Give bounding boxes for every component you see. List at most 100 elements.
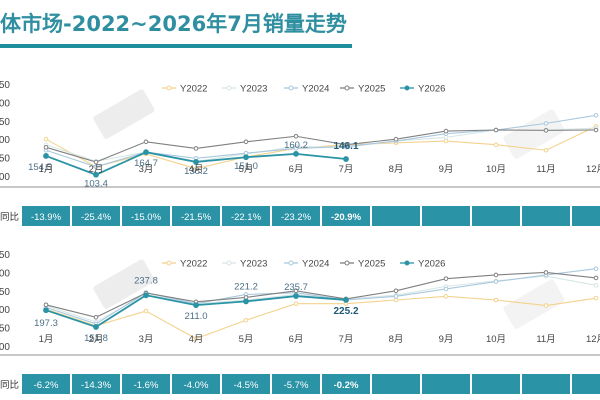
yoy-cell [572, 374, 600, 394]
yoy-value: -25.4% [81, 212, 112, 223]
x-category-label: 12月 [586, 164, 600, 175]
data-point-y2022 [543, 303, 549, 308]
data-label: 197.3 [34, 318, 58, 329]
yoy-value: -6.2% [34, 380, 59, 391]
y-tick-label: 100 [0, 172, 10, 183]
data-label: 235.7 [284, 282, 308, 293]
data-point-y2025 [443, 128, 449, 134]
series-line-y2025 [45, 129, 597, 163]
x-category-label: 7月 [339, 164, 354, 175]
x-category-label: 11月 [536, 164, 555, 175]
yoy-cell [222, 374, 270, 394]
x-category-label: 1月 [39, 334, 54, 345]
x-category-label: 4月 [189, 164, 204, 175]
data-point-y2022 [193, 336, 199, 341]
yoy-cell [72, 206, 120, 226]
x-category-label: 7月 [339, 334, 354, 345]
y-tick-label: 250 [0, 117, 10, 128]
data-point-y2025 [293, 133, 299, 139]
watermark-logo [93, 259, 155, 309]
legend-swatch-marker [404, 85, 410, 91]
data-point-y2025 [93, 314, 99, 320]
yoy-row-label: 同比 [0, 211, 19, 223]
yoy-cell [72, 374, 120, 394]
data-point-y2023 [443, 135, 449, 140]
data-point-y2025 [493, 272, 499, 278]
yoy-value: -4.5% [234, 380, 259, 391]
yoy-cell [422, 206, 470, 226]
x-category-label: 3月 [139, 334, 154, 345]
x-category-label: 6月 [289, 334, 304, 345]
x-category-label: 12月 [586, 334, 600, 345]
watermark-logo [93, 89, 155, 139]
data-point-y2022 [293, 301, 299, 306]
yoy-cell [522, 206, 570, 226]
yoy-value: -0.2% [334, 380, 359, 391]
data-point-y2024 [593, 112, 599, 118]
legend-label: Y2026 [418, 84, 445, 95]
data-point-y2026 [243, 154, 249, 161]
legend-swatch-marker [226, 260, 232, 266]
yoy-value: -4.0% [184, 380, 209, 391]
data-point-y2025 [343, 142, 349, 148]
data-point-y2022 [393, 297, 399, 303]
yoy-cell [22, 374, 70, 394]
legend-swatch-marker [344, 260, 350, 266]
data-point-y2026 [243, 298, 249, 305]
sales-chart-bottom: 350 300 250 200 150 100 197.3 151.8 237.8 211.0 22… [0, 250, 600, 394]
data-label: 225.2 [333, 306, 358, 317]
watermark-logo-right [503, 109, 565, 159]
yoy-value: -1.6% [134, 380, 159, 391]
data-point-y2022 [143, 308, 149, 314]
data-point-y2022 [493, 142, 499, 148]
data-point-y2024 [393, 294, 399, 299]
data-point-y2025 [393, 136, 399, 142]
data-label: 151.8 [84, 333, 108, 344]
legend-label: Y2024 [302, 259, 329, 270]
data-label: 211.0 [184, 311, 207, 322]
data-point-y2025 [493, 127, 499, 133]
data-point-y2026 [293, 150, 299, 157]
data-point-y2025 [543, 128, 549, 133]
data-point-y2025 [543, 270, 549, 275]
data-label: 221.2 [234, 281, 258, 292]
series-line-y2022 [45, 295, 597, 340]
yoy-cell [522, 374, 570, 394]
legend-swatch-marker [288, 85, 294, 91]
legend-label: Y2022 [180, 84, 207, 95]
yoy-row-label: 同比 [0, 379, 19, 391]
data-point-y2025 [593, 275, 599, 281]
yoy-cell [272, 206, 320, 226]
sales-chart-top: 350 300 250 200 150 100 154.5 103.4 164.7 138.2 15… [0, 80, 600, 226]
x-category-label: 10月 [486, 164, 506, 175]
y-tick-label: 150 [0, 154, 10, 165]
legend-swatch-marker [288, 260, 294, 266]
legend-label: Y2023 [240, 84, 267, 95]
legend-swatch-marker [166, 85, 172, 91]
yoy-value: -5.7% [284, 380, 309, 391]
data-point-y2024 [93, 164, 99, 170]
data-label: 164.7 [134, 158, 158, 169]
data-point-y2024 [293, 146, 299, 151]
x-category-label: 10月 [486, 334, 506, 345]
data-point-y2026 [343, 156, 349, 162]
data-point-y2026 [143, 149, 149, 156]
yoy-value: -20.9% [331, 212, 362, 223]
series-line-y2024 [45, 114, 597, 168]
y-tick-label: 350 [0, 250, 10, 261]
yoy-cell [22, 206, 70, 226]
data-point-y2025 [593, 127, 599, 133]
x-category-label: 9月 [439, 164, 454, 175]
yoy-cell [472, 374, 520, 394]
legend-swatch-marker [226, 85, 232, 91]
data-point-y2025 [243, 139, 249, 145]
data-point-y2022 [593, 295, 599, 301]
data-point-y2022 [193, 166, 199, 171]
watermark-box [93, 259, 155, 309]
x-category-label: 8月 [389, 334, 404, 345]
data-label: 160.2 [284, 140, 308, 151]
data-label: 237.8 [134, 275, 158, 286]
data-label: 154.5 [28, 162, 52, 173]
data-point-y2025 [393, 288, 399, 294]
data-label: 151.0 [234, 161, 258, 172]
